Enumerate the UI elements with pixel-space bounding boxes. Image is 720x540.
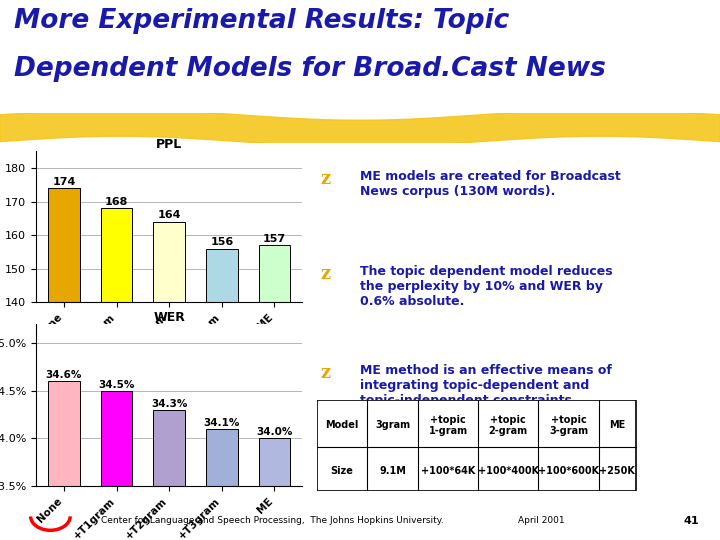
Text: Model: Model — [325, 420, 359, 430]
Text: +topic
1-gram: +topic 1-gram — [428, 415, 467, 436]
Text: z: z — [320, 364, 330, 382]
Text: 41: 41 — [684, 516, 700, 525]
Text: The topic dependent model reduces
the perplexity by 10% and WER by
0.6% absolute: The topic dependent model reduces the pe… — [359, 265, 612, 308]
Text: 34.6%: 34.6% — [45, 370, 82, 380]
Bar — [206, 429, 238, 540]
Text: +topic
3-gram: +topic 3-gram — [549, 415, 588, 436]
Text: 164: 164 — [158, 211, 181, 220]
Text: 34.1%: 34.1% — [204, 418, 240, 428]
Text: z: z — [320, 265, 330, 282]
Bar — [258, 245, 290, 540]
Text: +100*600K: +100*600K — [538, 466, 599, 476]
Bar — [317, 400, 636, 491]
Text: 156: 156 — [210, 237, 233, 247]
Text: 174: 174 — [53, 177, 76, 187]
Text: z: z — [320, 170, 330, 188]
Text: 34.3%: 34.3% — [151, 399, 187, 409]
Title: PPL: PPL — [156, 138, 182, 151]
Text: 34.0%: 34.0% — [256, 427, 293, 437]
Text: +100*64K: +100*64K — [420, 466, 475, 476]
Text: ME method is an effective means of
integrating topic-dependent and
topic-indepen: ME method is an effective means of integ… — [359, 364, 611, 407]
Text: +100*400K: +100*400K — [478, 466, 539, 476]
Text: 3gram: 3gram — [375, 420, 410, 430]
Bar — [153, 410, 185, 540]
Text: ME: ME — [609, 420, 625, 430]
Text: Dependent Models for Broad.Cast News: Dependent Models for Broad.Cast News — [14, 56, 606, 83]
Text: ME models are created for Broadcast
News corpus (130M words).: ME models are created for Broadcast News… — [359, 170, 621, 198]
Bar — [48, 381, 80, 540]
Bar — [206, 248, 238, 540]
Text: 34.5%: 34.5% — [99, 380, 135, 390]
Bar — [48, 188, 80, 540]
Text: 9.1M: 9.1M — [379, 466, 406, 476]
Text: 168: 168 — [105, 197, 128, 207]
Bar — [258, 438, 290, 540]
Bar — [101, 208, 132, 540]
Text: 157: 157 — [263, 234, 286, 244]
Bar — [153, 222, 185, 540]
Text: +250K: +250K — [599, 466, 635, 476]
Bar — [101, 391, 132, 540]
Text: +topic
2-gram: +topic 2-gram — [489, 415, 528, 436]
Title: WER: WER — [153, 311, 185, 324]
Text: Center for Language and Speech Processing,  The Johns Hopkins University.: Center for Language and Speech Processin… — [101, 516, 444, 525]
Text: More Experimental Results: Topic: More Experimental Results: Topic — [14, 8, 510, 34]
Text: April 2001: April 2001 — [518, 516, 565, 525]
Text: Size: Size — [330, 466, 354, 476]
